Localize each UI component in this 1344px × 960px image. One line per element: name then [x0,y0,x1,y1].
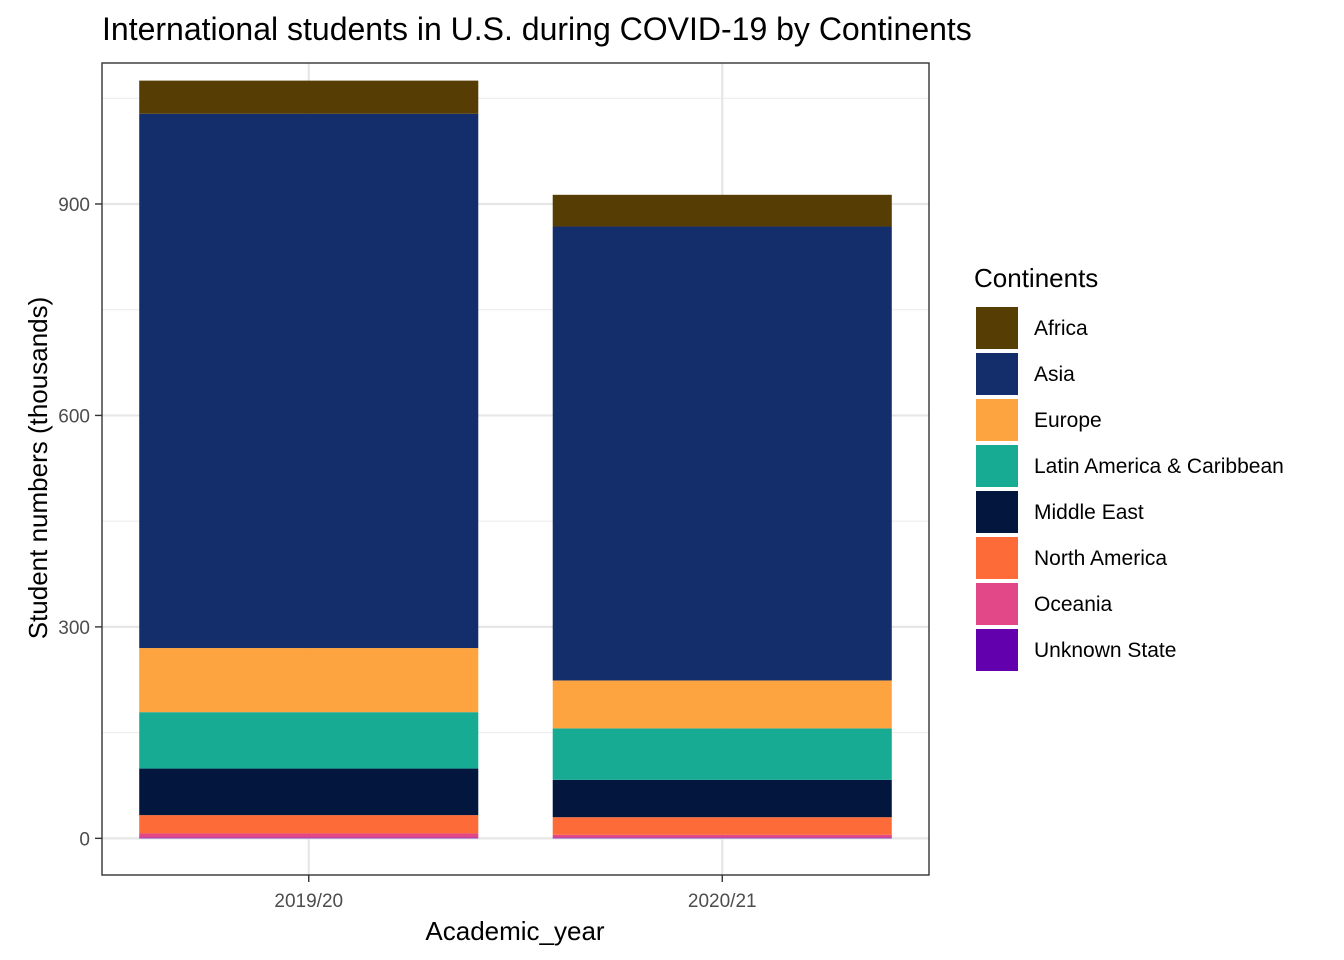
legend-label: North America [1034,547,1167,570]
y-axis-title: Student numbers (thousands) [23,297,53,640]
legend-key [976,537,1018,579]
bar-asia-2019-20 [139,113,479,649]
bar-latin-america-caribbean-2020-21 [552,728,892,780]
legend-label: Africa [1034,317,1088,340]
legend: Continents Africa Asia Europe Latin America… [974,263,1284,671]
x-axis-title: Academic_year [425,916,605,946]
legend-key [976,353,1018,395]
legend-key [976,307,1018,349]
legend-key [976,491,1018,533]
panel-border [101,62,930,876]
y-tick-label: 600 [58,406,90,427]
bar-latin-america-caribbean-2019-20 [139,712,479,769]
bar-north-america-2020-21 [552,817,892,835]
legend-label: Oceania [1034,593,1113,616]
bar-north-america-2019-20 [139,815,479,834]
plot-area: 0 300 600 900 2019/20 2020/21 [58,62,930,912]
legend-label: Unknown State [1034,639,1176,662]
bar-unknown-state-2020-21 [552,837,892,839]
bar-europe-2019-20 [139,648,479,713]
legend-label: Asia [1034,363,1075,386]
x-tick-label: 2020/21 [688,891,757,912]
y-tick-label: 900 [58,195,90,216]
legend-label: Middle East [1034,501,1144,524]
legend-key [976,445,1018,487]
bar-africa-2019-20 [139,80,479,114]
legend-key [976,583,1018,625]
chart-title: International students in U.S. during CO… [102,11,972,47]
x-tick-label: 2019/20 [274,891,343,912]
legend-label: Europe [1034,409,1102,432]
y-tick-label: 0 [79,829,90,850]
legend-title: Continents [974,263,1098,293]
bar-asia-2020-21 [552,226,892,681]
bar-unknown-state-2019-20 [139,837,479,839]
y-tick-label: 300 [58,618,90,639]
legend-label: Latin America & Caribbean [1034,455,1284,478]
legend-key [976,399,1018,441]
bar-middle-east-2020-21 [552,779,892,818]
bar-oceania-2019-20 [139,833,479,838]
bar-middle-east-2019-20 [139,768,479,816]
bar-africa-2020-21 [552,194,892,227]
bar-europe-2020-21 [552,680,892,729]
bar-oceania-2020-21 [552,834,892,838]
legend-key [976,629,1018,671]
